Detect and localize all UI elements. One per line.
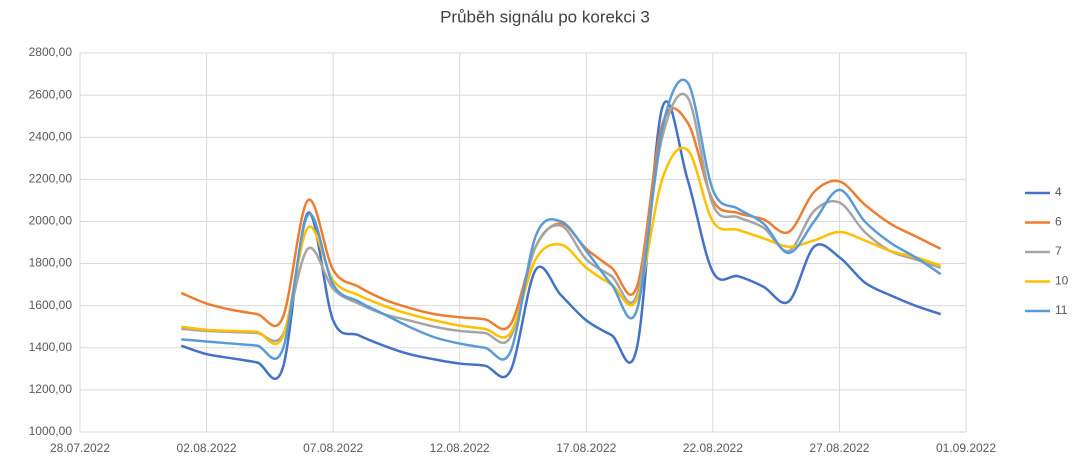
series-line [181,78,942,361]
series-line [180,100,942,380]
x-tick-label: 22.08.2022 [683,441,743,455]
x-tick-label: 27.08.2022 [809,441,869,455]
series-line [180,107,942,331]
series-line [181,146,942,346]
y-tick-label: 1400,00 [29,340,73,354]
chart-title: Průběh signálu po korekci 3 [440,7,650,26]
y-tick-label: 1200,00 [29,382,73,396]
y-tick-label: 1800,00 [29,256,73,270]
legend-label: 10 [1055,274,1069,288]
x-tick-label: 02.08.2022 [177,441,237,455]
legend-label: 4 [1055,185,1062,199]
legend-label: 6 [1055,215,1062,229]
x-tick-label: 12.08.2022 [430,441,490,455]
series-line [181,92,942,345]
x-tick-label: 28.07.2022 [50,441,110,455]
legend-label: 7 [1055,244,1062,258]
y-tick-label: 2000,00 [29,214,73,228]
y-tick-label: 1600,00 [29,298,73,312]
y-tick-label: 2400,00 [29,129,73,143]
y-tick-label: 2800,00 [29,45,73,59]
y-tick-label: 1000,00 [29,424,73,438]
x-tick-label: 01.09.2022 [936,441,996,455]
y-tick-label: 2200,00 [29,172,73,186]
x-tick-label: 07.08.2022 [303,441,363,455]
x-tick-label: 17.08.2022 [556,441,616,455]
y-tick-label: 2600,00 [29,87,73,101]
legend-label: 11 [1055,303,1068,317]
